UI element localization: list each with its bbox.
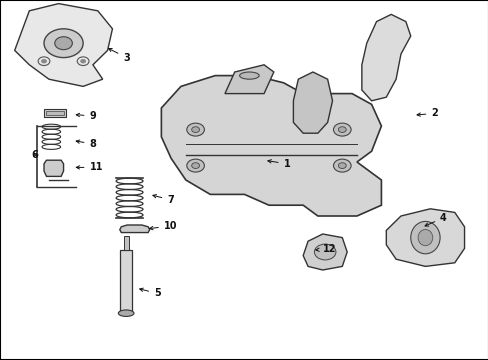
Text: 7: 7 [153,194,174,205]
Polygon shape [293,72,332,133]
Circle shape [333,123,350,136]
Circle shape [191,127,199,132]
Bar [44,109,66,117]
Circle shape [333,159,350,172]
Text: 6: 6 [32,150,39,160]
Text: 3: 3 [108,49,130,63]
Polygon shape [386,209,464,266]
Circle shape [55,37,72,50]
Circle shape [81,59,85,63]
Polygon shape [15,4,112,86]
Circle shape [338,127,346,132]
Text: 8: 8 [76,139,96,149]
Polygon shape [224,65,273,94]
Ellipse shape [239,72,259,79]
Bar [120,250,132,313]
Text: 2: 2 [416,108,437,118]
Text: 9: 9 [76,111,96,121]
Ellipse shape [410,221,439,254]
Text: 5: 5 [140,288,161,298]
Text: 12: 12 [315,244,336,254]
Text: 11: 11 [76,162,103,172]
Polygon shape [303,234,346,270]
Polygon shape [161,76,381,216]
Circle shape [314,244,335,260]
Ellipse shape [118,310,134,316]
Circle shape [191,163,199,168]
Polygon shape [44,160,63,176]
Polygon shape [120,225,149,233]
Ellipse shape [417,230,432,246]
Text: 10: 10 [149,221,177,231]
Circle shape [186,159,204,172]
Bar [123,236,128,250]
Text: 4: 4 [424,213,446,226]
Polygon shape [361,14,410,101]
Circle shape [186,123,204,136]
Circle shape [44,29,83,58]
Circle shape [338,163,346,168]
Circle shape [41,59,46,63]
Text: 1: 1 [267,159,290,169]
Bar [46,111,63,115]
